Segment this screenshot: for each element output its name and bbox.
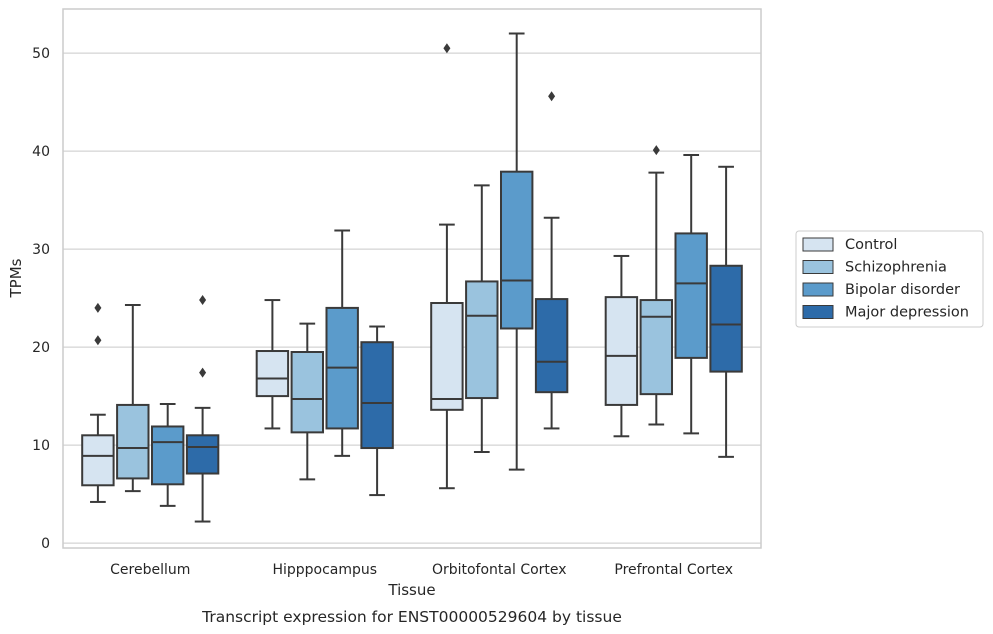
boxes — [81, 32, 743, 523]
legend-label: Control — [845, 237, 897, 253]
box-iqr — [534, 298, 569, 394]
outlier-point — [199, 295, 207, 306]
legend-item: Bipolar disorder — [802, 282, 960, 298]
plot-frame — [62, 8, 762, 549]
legend-label: Schizophrenia — [845, 260, 947, 276]
y-tick-label: 0 — [41, 536, 50, 552]
legend-label: Major depression — [845, 305, 969, 321]
chart-caption: Transcript expression for ENST0000052960… — [201, 608, 622, 626]
box-group — [534, 91, 569, 430]
outlier-point — [199, 367, 207, 378]
outlier-point — [548, 91, 556, 102]
box-iqr — [81, 434, 115, 487]
outlier-point — [652, 145, 660, 156]
box-group — [639, 145, 674, 426]
y-tick-label: 10 — [32, 438, 50, 454]
legend-swatch — [802, 282, 834, 297]
y-tick-label: 30 — [32, 242, 50, 258]
box-group — [116, 303, 150, 493]
box-iqr — [430, 302, 464, 411]
outlier-point — [94, 335, 102, 346]
box-iqr — [116, 403, 150, 480]
box-group — [290, 322, 325, 481]
legend-swatch — [802, 305, 834, 319]
x-tick-label: Cerebellum — [110, 562, 190, 578]
box-group — [604, 254, 639, 438]
legend-item: Schizophrenia — [802, 260, 947, 276]
x-tick-label: Orbitofontal Cortex — [432, 562, 567, 578]
box-iqr — [499, 170, 534, 330]
outlier-point — [94, 302, 102, 313]
legend-label: Bipolar disorder — [845, 282, 960, 298]
box-group — [150, 402, 185, 507]
legend-frame — [795, 230, 984, 328]
x-axis-title: Tissue — [387, 581, 435, 599]
box-group — [499, 32, 534, 471]
box-iqr — [465, 280, 499, 400]
y-tick-label: 50 — [32, 46, 50, 62]
box-iqr — [255, 350, 290, 398]
box-group — [255, 299, 290, 430]
outlier-point — [443, 43, 451, 54]
legend-item: Major depression — [802, 305, 969, 321]
legend: Control Schizophrenia Bipolar disorder Majo… — [795, 230, 984, 328]
box-group — [465, 184, 499, 453]
legend-swatch — [802, 237, 834, 252]
box-iqr — [360, 341, 394, 450]
box-group — [360, 325, 394, 497]
box-group — [430, 43, 464, 490]
box-iqr — [290, 351, 325, 434]
box-group — [325, 229, 359, 457]
x-axis-ticks: Cerebellum Hipppocampus Orbitofontal Corte… — [110, 562, 733, 578]
y-tick-label: 20 — [32, 340, 50, 356]
y-axis-ticks: 0 10 20 30 40 50 — [32, 46, 50, 552]
x-tick-label: Hipppocampus — [272, 562, 377, 578]
legend-item: Control — [802, 237, 897, 253]
box-iqr — [639, 299, 674, 396]
box-iqr — [150, 425, 185, 486]
box-group — [709, 165, 743, 458]
box-iqr — [604, 296, 639, 406]
box-group — [185, 295, 220, 523]
box-group — [674, 154, 708, 435]
box-iqr — [185, 434, 220, 475]
x-tick-label: Prefrontal Cortex — [614, 562, 733, 578]
y-axis-title: TPMs — [7, 258, 25, 298]
box-group — [81, 302, 115, 503]
y-tick-label: 40 — [32, 144, 50, 160]
box-iqr — [674, 232, 708, 359]
legend-swatch — [802, 260, 834, 274]
box-iqr — [709, 264, 743, 373]
